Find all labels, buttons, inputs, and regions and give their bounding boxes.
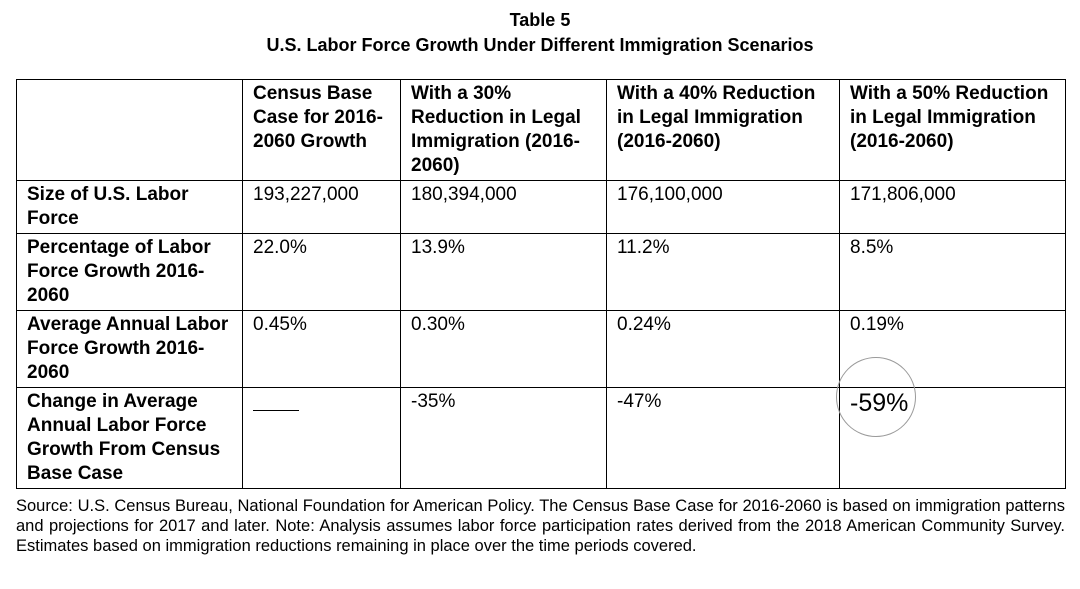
cell-value: 193,227,000 (242, 180, 401, 234)
header-empty-cell (16, 79, 243, 181)
circle-annotation (836, 357, 917, 437)
cell-value: 176,100,000 (606, 180, 840, 234)
circled-value: -59% (836, 357, 917, 437)
table-header-row: Census Base Case for 2016-2060 Growth Wi… (16, 79, 1066, 181)
cell-value: 11.2% (606, 233, 840, 311)
cell-value-circled: -59% (836, 357, 1066, 489)
cell-value: 22.0% (242, 233, 401, 311)
row-label-change-in-growth: Change in Average Annual Labor Force Gro… (16, 387, 243, 489)
table-row: Size of U.S. Labor Force 193,227,000 180… (16, 180, 1066, 234)
cell-value: -47% (606, 387, 840, 489)
cell-empty-dash (242, 387, 401, 489)
table-row: Average Annual Labor Force Growth 2016-2… (16, 310, 1066, 388)
cell-value: 0.45% (242, 310, 401, 388)
table-row: Change in Average Annual Labor Force Gro… (16, 357, 1066, 489)
cell-value: 0.30% (400, 310, 607, 388)
cell-value: -35% (400, 387, 607, 489)
row-label-labor-force-size: Size of U.S. Labor Force (16, 180, 243, 234)
table-number: Table 5 (509, 10, 571, 30)
row-label-percentage-growth: Percentage of Labor Force Growth 2016-20… (16, 233, 243, 311)
header-50-percent-reduction: With a 50% Reduction in Legal Immigratio… (839, 79, 1066, 181)
source-note: Source: U.S. Census Bureau, National Fou… (16, 497, 1065, 555)
header-40-percent-reduction: With a 40% Reduction in Legal Immigratio… (606, 79, 840, 181)
header-census-base-case: Census Base Case for 2016-2060 Growth (242, 79, 401, 181)
header-30-percent-reduction: With a 30% Reduction in Legal Immigratio… (400, 79, 607, 181)
cell-value: 8.5% (839, 233, 1066, 311)
dash-line (253, 410, 299, 411)
row-label-average-annual-growth: Average Annual Labor Force Growth 2016-2… (16, 310, 243, 388)
cell-value: 171,806,000 (839, 180, 1066, 234)
table-title: U.S. Labor Force Growth Under Different … (266, 35, 814, 55)
table-row: Percentage of Labor Force Growth 2016-20… (16, 233, 1066, 311)
cell-value: 13.9% (400, 233, 607, 311)
cell-value: 180,394,000 (400, 180, 607, 234)
cell-value: 0.24% (606, 310, 840, 388)
labor-force-table: Census Base Case for 2016-2060 Growth Wi… (16, 79, 1066, 489)
